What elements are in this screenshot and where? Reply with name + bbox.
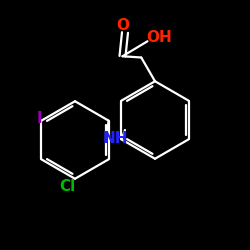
Text: O: O	[116, 18, 129, 33]
Text: NH: NH	[102, 131, 128, 146]
Text: OH: OH	[146, 30, 172, 45]
Text: I: I	[36, 110, 42, 126]
Text: Cl: Cl	[59, 179, 76, 194]
